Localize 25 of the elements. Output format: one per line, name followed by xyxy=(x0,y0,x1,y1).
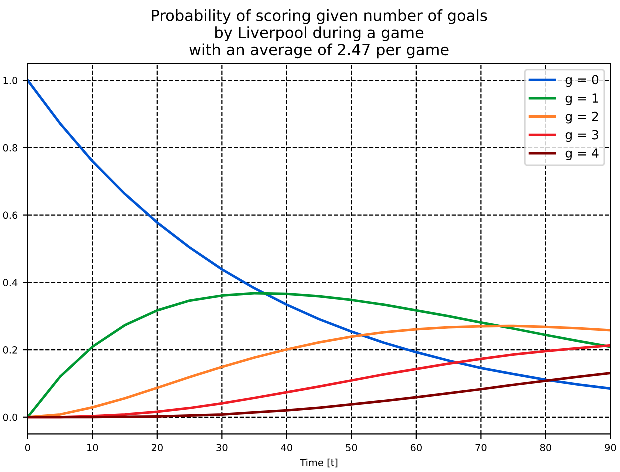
x-tick-label: 70 xyxy=(476,444,487,452)
line-series xyxy=(28,292,611,419)
x-tick-label: 80 xyxy=(540,444,552,452)
x-tick-label: 30 xyxy=(216,444,228,452)
y-tick-label: 1.0 xyxy=(4,77,18,84)
line-series xyxy=(28,372,611,419)
x-axis-title: Time [t] xyxy=(300,458,338,468)
y-tick-label: 0.0 xyxy=(3,414,18,422)
x-tick-label: 40 xyxy=(281,444,292,452)
y-tick-label: 0.8 xyxy=(3,144,18,152)
legend-label: g = 4 xyxy=(566,148,599,160)
y-tick-label: 0.4 xyxy=(3,279,18,286)
legend-label: g = 3 xyxy=(566,130,598,142)
chart-title: Probability of scoring given number of goals by Liverpool during a game with an average of 2.47 per game xyxy=(152,10,488,59)
x-tick-label: 0 xyxy=(25,444,30,452)
x-tick-label: 90 xyxy=(605,444,616,452)
legend-label: g = 2 xyxy=(566,112,598,124)
x-tick-label: 50 xyxy=(346,444,358,452)
y-tick-label: 0.6 xyxy=(3,212,18,220)
x-tick-label: 60 xyxy=(410,444,422,452)
legend-label: g = 1 xyxy=(566,94,598,106)
legend-label: g = 0 xyxy=(566,75,599,88)
x-tick-label: 20 xyxy=(152,444,163,452)
x-tick-label: 10 xyxy=(88,444,98,452)
y-tick-label: 0.2 xyxy=(3,346,18,354)
